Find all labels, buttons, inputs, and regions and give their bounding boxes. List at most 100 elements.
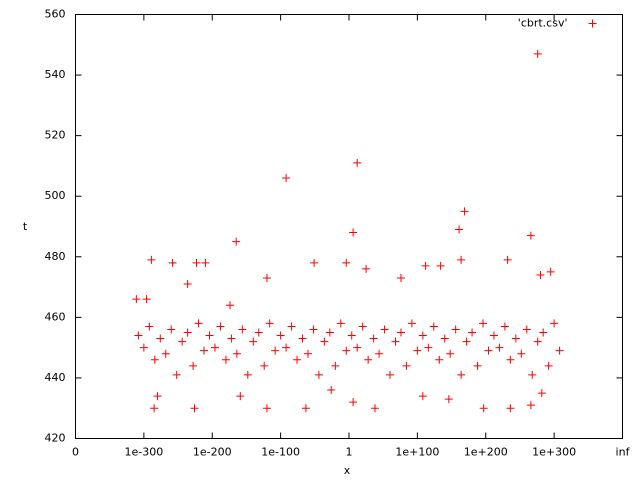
x-tick-label: 1e+100: [395, 446, 439, 459]
point: [500, 322, 509, 331]
point: [190, 404, 199, 413]
y-tick-label: 440: [45, 371, 66, 384]
point: [150, 355, 159, 364]
point: [161, 349, 170, 358]
point: [479, 319, 488, 328]
point: [413, 346, 422, 355]
point: [402, 361, 411, 370]
y-tick-label: 420: [45, 432, 66, 445]
y-tick-label: 500: [45, 189, 66, 202]
point: [139, 343, 148, 352]
x-axis-label: x: [344, 464, 351, 477]
point: [347, 331, 356, 340]
legend-marker: [588, 19, 597, 28]
y-tick-label: 540: [45, 68, 66, 81]
point: [142, 295, 151, 304]
point: [147, 255, 156, 264]
point: [167, 325, 176, 334]
point: [362, 264, 371, 273]
point: [511, 334, 520, 343]
point: [282, 174, 291, 183]
point: [550, 319, 559, 328]
point: [429, 322, 438, 331]
point: [369, 334, 378, 343]
y-tick-label: 460: [45, 310, 66, 323]
plot-frame: [75, 14, 623, 439]
point: [262, 273, 271, 282]
point: [506, 404, 515, 413]
point: [293, 355, 302, 364]
point: [544, 361, 553, 370]
point: [232, 237, 241, 246]
point: [320, 337, 329, 346]
point: [375, 349, 384, 358]
point: [178, 337, 187, 346]
point: [418, 331, 427, 340]
point: [495, 343, 504, 352]
point: [314, 370, 323, 379]
point: [468, 328, 477, 337]
point: [226, 301, 235, 310]
point: [546, 267, 555, 276]
point: [243, 370, 252, 379]
point: [153, 392, 162, 401]
point: [418, 392, 427, 401]
point: [150, 404, 159, 413]
point: [168, 258, 177, 267]
point: [396, 328, 405, 337]
point: [424, 343, 433, 352]
point: [353, 343, 362, 352]
point: [526, 231, 535, 240]
y-tick-label: 560: [45, 8, 66, 21]
point: [282, 343, 291, 352]
point: [391, 337, 400, 346]
point: [331, 361, 340, 370]
point: [327, 386, 336, 395]
point: [533, 337, 542, 346]
point: [265, 319, 274, 328]
point: [262, 404, 271, 413]
point: [444, 395, 453, 404]
point: [539, 328, 548, 337]
point: [310, 258, 319, 267]
point: [522, 325, 531, 334]
point: [440, 334, 449, 343]
point: [349, 228, 358, 237]
point: [479, 404, 488, 413]
x-tick-label: inf: [616, 446, 631, 459]
point: [298, 334, 307, 343]
x-tick-label: 0: [72, 446, 79, 459]
point: [536, 270, 545, 279]
point: [455, 225, 464, 234]
point: [189, 361, 198, 370]
point: [301, 404, 310, 413]
point: [473, 361, 482, 370]
x-tick-label: 1e+200: [464, 446, 508, 459]
y-tick-label: 520: [45, 129, 66, 142]
point: [210, 343, 219, 352]
point: [462, 337, 471, 346]
point: [287, 322, 296, 331]
point: [254, 328, 263, 337]
legend-label: 'cbrt.csv': [518, 17, 568, 30]
x-tick-label: 1: [346, 446, 353, 459]
point: [183, 328, 192, 337]
point: [342, 346, 351, 355]
point: [342, 258, 351, 267]
point: [205, 331, 214, 340]
point: [156, 334, 165, 343]
point: [336, 319, 345, 328]
point: [271, 346, 280, 355]
point: [249, 337, 258, 346]
point: [236, 392, 245, 401]
point: [370, 404, 379, 413]
point: [435, 355, 444, 364]
point: [303, 349, 312, 358]
point: [194, 319, 203, 328]
point: [192, 258, 201, 267]
point: [349, 398, 358, 407]
x-tick-label: 1e-300: [125, 446, 164, 459]
point: [201, 258, 210, 267]
point: [238, 325, 247, 334]
point: [460, 207, 469, 216]
